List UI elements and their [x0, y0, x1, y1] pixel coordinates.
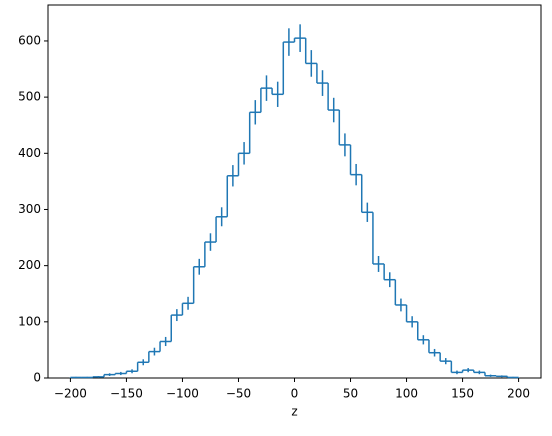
x-tick-label: −100 [166, 387, 199, 401]
x-tick-label: 150 [451, 387, 474, 401]
x-tick-label: −200 [54, 387, 87, 401]
plot-frame [47, 4, 542, 379]
y-tick-label: 200 [18, 258, 41, 272]
x-tick-label: −150 [110, 387, 143, 401]
x-tick-label: 100 [395, 387, 418, 401]
x-tick-label: 200 [507, 387, 530, 401]
y-tick-label: 300 [18, 202, 41, 216]
y-tick-label: 0 [33, 371, 41, 385]
y-tick-label: 500 [18, 90, 41, 104]
y-tick-label: 400 [18, 146, 41, 160]
x-tick-label: −50 [226, 387, 251, 401]
y-tick-label: 100 [18, 314, 41, 328]
y-tick-label: 600 [18, 33, 41, 47]
x-axis-label: z [291, 405, 297, 419]
x-tick-label: 50 [343, 387, 358, 401]
x-tick-label: 0 [291, 387, 299, 401]
